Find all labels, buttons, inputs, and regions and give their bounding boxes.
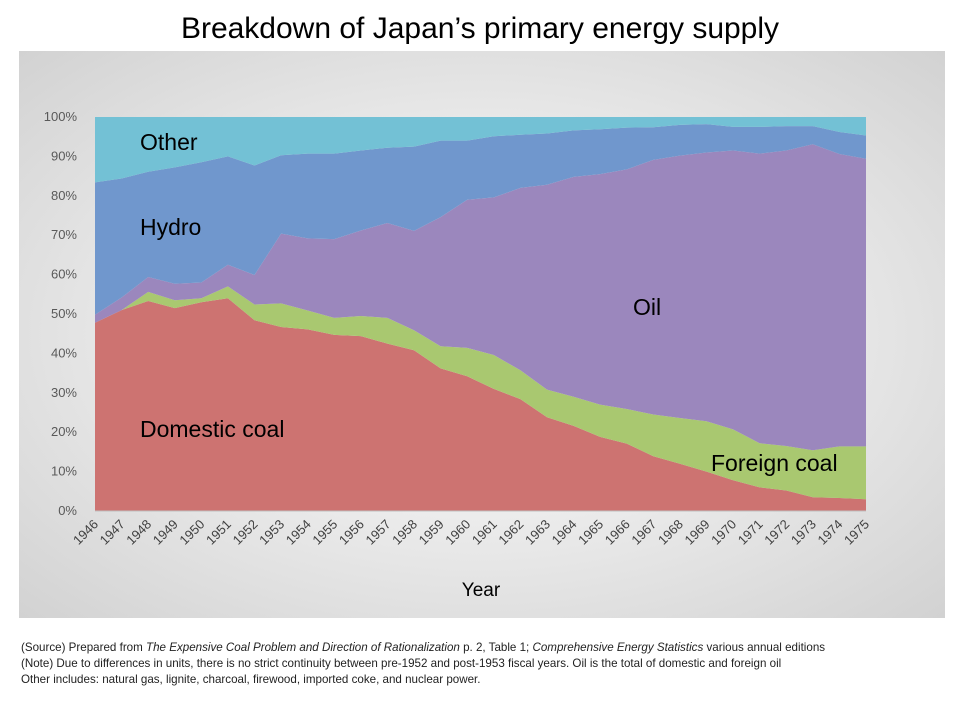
x-tick-label: 1961 (469, 517, 500, 548)
x-tick-label: 1969 (682, 517, 713, 548)
source-note: (Source) Prepared from The Expensive Coa… (21, 641, 826, 654)
series-label-foreign-coal: Foreign coal (711, 450, 838, 476)
series-areas (95, 117, 866, 511)
series-labels: Other Hydro Oil Domestic coal Foreign coal (140, 129, 838, 476)
area-foreign-coal (95, 286, 866, 500)
series-label-other: Other (140, 129, 198, 155)
other-note: Other includes: natural gas, lignite, ch… (21, 673, 481, 686)
x-tick-label: 1975 (841, 517, 872, 548)
x-tick-label: 1963 (522, 517, 553, 548)
y-tick-label: 30% (51, 385, 77, 400)
x-tick-label: 1958 (389, 517, 420, 548)
series-label-oil: Oil (633, 294, 661, 320)
y-tick-label: 50% (51, 306, 77, 321)
x-axis-label: Year (462, 580, 501, 601)
units-note: (Note) Due to differences in units, ther… (21, 657, 782, 670)
x-tick-label: 1953 (256, 517, 287, 548)
y-tick-label: 90% (51, 148, 77, 163)
x-tick-label: 1971 (735, 517, 766, 548)
area-oil (95, 144, 866, 451)
y-tick-label: 40% (51, 345, 77, 360)
y-tick-label: 100% (44, 109, 78, 124)
x-tick-label: 1949 (150, 517, 181, 548)
x-tick-label: 1962 (495, 517, 526, 548)
series-label-hydro: Hydro (140, 214, 201, 240)
x-tick-label: 1946 (70, 517, 101, 548)
chart-title: Breakdown of Japan’s primary energy supp… (180, 12, 780, 45)
y-axis-ticks: 0% 10% 20% 30% 40% 50% 60% 70% 80% 90% 100% (44, 109, 78, 518)
x-tick-label: 1970 (708, 517, 739, 548)
y-tick-label: 10% (51, 464, 77, 479)
y-tick-label: 80% (51, 188, 77, 203)
y-tick-label: 20% (51, 424, 77, 439)
series-label-domestic-coal: Domestic coal (140, 416, 284, 442)
x-tick-label: 1957 (363, 517, 394, 548)
area-domestic-coal (95, 298, 866, 511)
x-tick-label: 1968 (655, 517, 686, 548)
x-tick-label: 1960 (442, 517, 473, 548)
x-tick-label: 1967 (628, 517, 659, 548)
x-tick-label: 1959 (416, 517, 447, 548)
area-other (95, 117, 866, 183)
x-tick-label: 1950 (176, 517, 207, 548)
x-tick-label: 1972 (761, 517, 792, 548)
x-tick-label: 1948 (123, 517, 154, 548)
area-hydro (95, 124, 866, 315)
x-tick-label: 1954 (283, 517, 314, 548)
x-tick-label: 1947 (97, 517, 128, 548)
y-tick-label: 0% (58, 503, 77, 518)
x-tick-label: 1956 (336, 517, 367, 548)
x-tick-label: 1955 (309, 517, 340, 548)
stacked-area-chart: 0%10%20%30%40%50%60%70%80%90%100% 194619… (44, 109, 872, 601)
x-tick-label: 1974 (814, 517, 845, 548)
footnotes: (Source) Prepared from The Expensive Coa… (21, 640, 951, 688)
y-tick-label: 60% (51, 267, 77, 282)
x-tick-label: 1966 (602, 517, 633, 548)
x-tick-label: 1964 (549, 517, 580, 548)
x-tick-label: 1973 (788, 517, 819, 548)
x-tick-label: 1952 (230, 517, 261, 548)
y-tick-label: 70% (51, 227, 77, 242)
x-tick-label: 1951 (203, 517, 234, 548)
x-tick-label: 1965 (575, 517, 606, 548)
x-axis-ticks: 1946194719481949195019511952195319541955… (70, 517, 872, 548)
